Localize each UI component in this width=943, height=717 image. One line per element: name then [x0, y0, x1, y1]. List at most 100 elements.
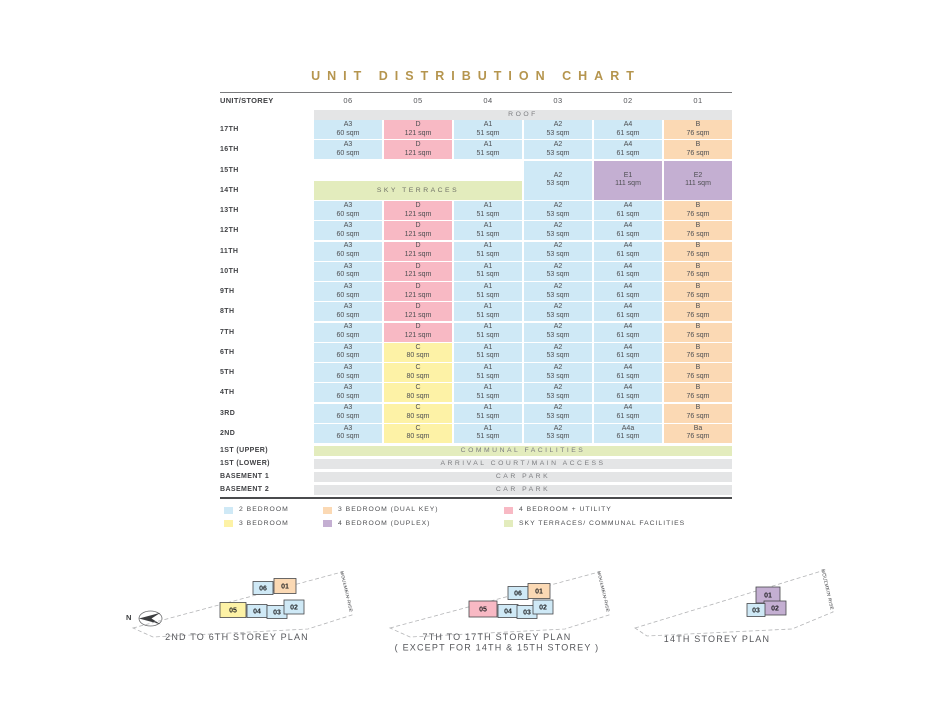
- unit-type: B: [695, 363, 701, 371]
- unit-cell: A3 60 sqm: [314, 363, 382, 382]
- unit-type: A1: [483, 120, 493, 128]
- bottom-rule: [220, 497, 732, 499]
- unit-cell: A4 61 sqm: [594, 261, 662, 281]
- unit-area: 60 sqm: [336, 129, 360, 137]
- unit-cell: A1 51 sqm: [454, 221, 522, 241]
- unit-type: A1: [483, 404, 493, 412]
- storey-label: 17TH: [220, 126, 239, 133]
- north-arrow-icon: [138, 610, 163, 627]
- unit-area: 53 sqm: [546, 271, 570, 279]
- unit-area: 60 sqm: [336, 230, 360, 238]
- unit-type: A4: [623, 303, 633, 311]
- plan-unit-number: 04: [504, 609, 512, 616]
- unit-type: B: [695, 303, 701, 311]
- plan-unit-number: 04: [253, 609, 261, 616]
- plan-unit-number: 02: [539, 605, 547, 612]
- unit-type: A3: [343, 120, 353, 128]
- plan-unit-block: [219, 602, 247, 618]
- unit-type: A4: [623, 323, 633, 331]
- unit-type: D: [415, 303, 421, 311]
- unit-cell: A3 60 sqm: [314, 302, 382, 322]
- unit-cell: C 80 sqm: [384, 423, 452, 443]
- unit-area: 53 sqm: [546, 149, 570, 157]
- unit-type: A2: [553, 343, 563, 351]
- unit-area: 53 sqm: [546, 230, 570, 238]
- unit-cell: D 121 sqm: [384, 140, 452, 160]
- unit-cell: C 80 sqm: [384, 342, 452, 362]
- unit-area: 76 sqm: [686, 372, 710, 380]
- plan-unit-number: 03: [752, 608, 760, 615]
- unit-area: 121 sqm: [404, 129, 432, 137]
- legend-label: 4 BEDROOM + UTILITY: [519, 506, 612, 513]
- road-label: MOULMEIN RISE: [820, 569, 834, 611]
- unit-type: A1: [483, 363, 493, 371]
- unit-cell: A2 53 sqm: [524, 261, 592, 281]
- storey-label: 15TH: [220, 166, 239, 174]
- unit-cell: A1 51 sqm: [454, 302, 522, 322]
- plan-unit-number: 02: [290, 605, 298, 612]
- unit-type: A2: [553, 404, 563, 412]
- unit-area: 76 sqm: [686, 230, 710, 238]
- unit-area: 76 sqm: [686, 311, 710, 319]
- unit-cell: E1 111 sqm: [594, 160, 662, 200]
- unit-type: A3: [343, 201, 353, 209]
- unit-type: A3: [343, 343, 353, 351]
- unit-type: A2: [553, 323, 563, 331]
- unit-type: B: [695, 141, 701, 149]
- unit-cell: A1 51 sqm: [454, 201, 522, 220]
- storey-label: 11TH: [220, 247, 239, 255]
- unit-area: 51 sqm: [476, 230, 500, 238]
- unit-cell: A4 61 sqm: [594, 322, 662, 342]
- storey-label: 3RD: [220, 409, 236, 417]
- unit-area: 53 sqm: [546, 332, 570, 339]
- unit-area: 60 sqm: [336, 433, 360, 441]
- plan-unit-number: 03: [273, 610, 281, 617]
- unit-area: 51 sqm: [476, 210, 500, 218]
- unit-type: B: [695, 242, 701, 250]
- storey-label: 8TH: [220, 308, 235, 316]
- unit-type: A4: [623, 363, 633, 371]
- unit-cell: A4a 61 sqm: [594, 423, 662, 443]
- unit-cell: A2 53 sqm: [524, 241, 592, 261]
- unit-area: 53 sqm: [546, 129, 570, 137]
- plan-unit-block: [252, 581, 274, 595]
- unit-area: 60 sqm: [336, 210, 360, 218]
- unit-type: D: [415, 222, 421, 230]
- legend-swatch: [504, 520, 513, 527]
- legend-swatch: [323, 506, 332, 514]
- unit-area: 61 sqm: [616, 311, 640, 319]
- unit-cell: A2 53 sqm: [524, 383, 592, 403]
- unit-area: 80 sqm: [406, 413, 430, 420]
- unit-area: 111 sqm: [615, 180, 641, 188]
- unit-area: 76 sqm: [686, 413, 710, 420]
- column-header: 04: [483, 96, 493, 105]
- column-header: 02: [623, 96, 633, 105]
- unit-cell: B 76 sqm: [664, 221, 732, 241]
- unit-area: 51 sqm: [476, 332, 500, 339]
- unit-area: 76 sqm: [686, 352, 710, 360]
- unit-area: 76 sqm: [686, 332, 710, 339]
- unit-area: 80 sqm: [406, 392, 430, 400]
- unit-cell: B 76 sqm: [664, 383, 732, 403]
- plan-unit-number: 02: [771, 606, 779, 613]
- unit-area: 61 sqm: [616, 251, 640, 258]
- unit-area: 51 sqm: [476, 311, 500, 319]
- unit-type: A2: [553, 242, 563, 250]
- unit-type: A4: [623, 384, 633, 392]
- unit-cell: A3 60 sqm: [314, 282, 382, 301]
- unit-cell: A3 60 sqm: [314, 140, 382, 160]
- unit-type: Ba: [693, 424, 703, 432]
- unit-type: E1: [623, 171, 633, 179]
- facility-bar: ARRIVAL COURT/MAIN ACCESS: [314, 459, 732, 469]
- unit-cell: C 80 sqm: [384, 383, 452, 403]
- unit-cell: A1 51 sqm: [454, 383, 522, 403]
- plan-unit-block: [273, 578, 297, 594]
- unit-type: B: [695, 404, 701, 412]
- plan-caption: 14TH STOREY PLAN: [664, 634, 770, 644]
- north-label: N: [126, 613, 132, 622]
- unit-cell: A3 60 sqm: [314, 201, 382, 220]
- storey-plan: MOULMEIN RISE 06 01 05 04 03 02 2ND TO 6TH STOR…: [131, 571, 354, 642]
- column-header: 06: [343, 96, 353, 105]
- unit-cell: B 76 sqm: [664, 120, 732, 139]
- unit-area: 121 sqm: [404, 251, 432, 258]
